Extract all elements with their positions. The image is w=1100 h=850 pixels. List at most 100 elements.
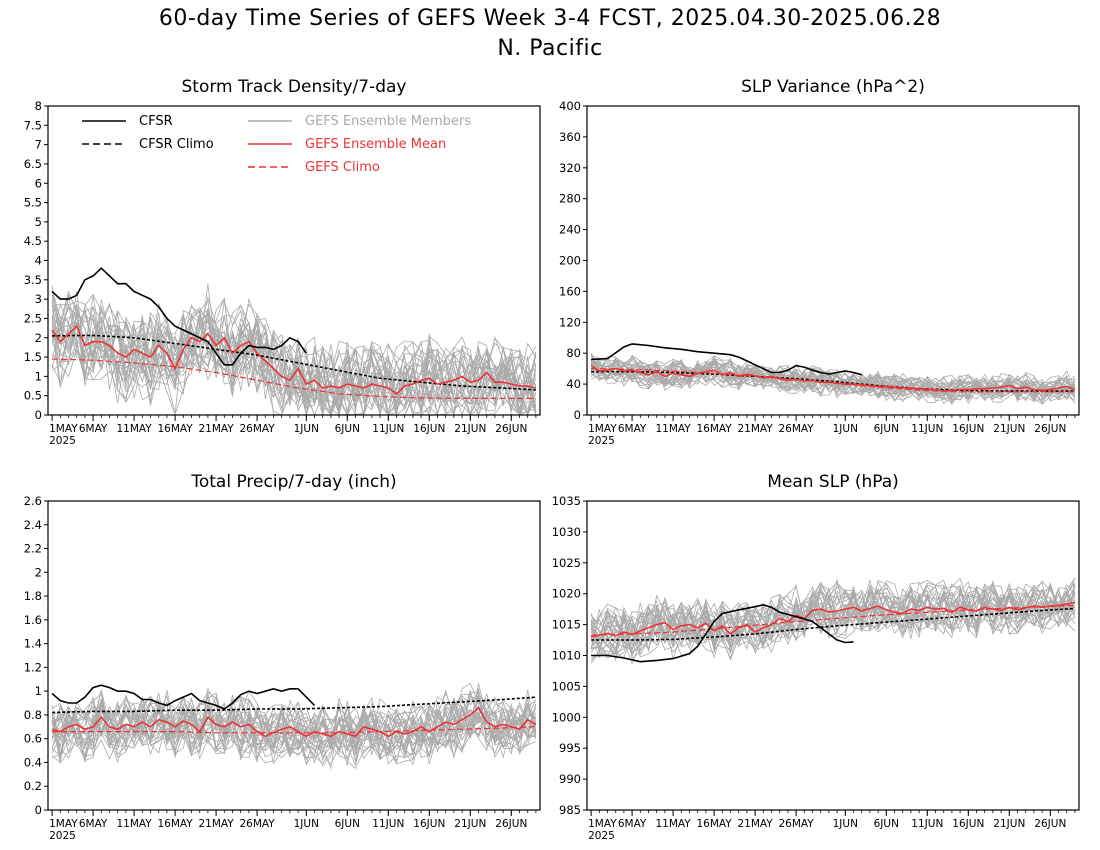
legend-gefs-climo-label: GEFS Climo xyxy=(305,160,380,175)
x-tick-label: 26JUN xyxy=(495,818,527,830)
ensemble-member-line xyxy=(590,358,1076,399)
ensemble-member-line xyxy=(590,579,1076,638)
panel-title: Mean SLP (hPa) xyxy=(767,472,899,492)
x-tick-label: 21JUN xyxy=(993,423,1025,435)
x-tick-label: 16MAY xyxy=(696,818,732,830)
ensemble-member-line xyxy=(590,359,1076,398)
x-tick-label: 21MAY xyxy=(737,818,773,830)
y-tick-label: 280 xyxy=(559,192,581,206)
x-tick-label: 16JUN xyxy=(952,423,984,435)
x-tick-label: 11MAY xyxy=(116,423,152,435)
y-tick-label: 7.5 xyxy=(24,118,42,132)
y-tick-label: 1.2 xyxy=(24,660,42,674)
y-tick-label: 985 xyxy=(559,803,581,817)
y-tick-label: 0.6 xyxy=(24,732,42,746)
ensemble-member-line xyxy=(51,300,537,415)
chart-main-title: 60-day Time Series of GEFS Week 3-4 FCST… xyxy=(0,4,1100,64)
y-tick-label: 2.4 xyxy=(24,518,42,532)
x-tick-label: 11JUN xyxy=(372,423,404,435)
x-tick-label: 26JUN xyxy=(1034,423,1066,435)
x-tick-label: 1JUN xyxy=(833,423,858,435)
x-tick-label: 11MAY xyxy=(116,818,152,830)
ensemble-member-line xyxy=(51,303,537,415)
x-tick-label: 6MAY xyxy=(79,818,108,830)
legend: CFSR CFSR Climo GEFS Ensemble Members GEFS … xyxy=(82,114,471,175)
y-tick-label: 5.5 xyxy=(24,196,42,210)
main-title-line1: 60-day Time Series of GEFS Week 3-4 FCST… xyxy=(158,6,942,31)
x-tick-label: 21JUN xyxy=(454,818,486,830)
series-gefs-ensemble-mean xyxy=(590,364,1076,392)
x-tick-label: 1JUN xyxy=(294,423,319,435)
y-tick-label: 1015 xyxy=(552,618,581,632)
x-tick-label: 11JUN xyxy=(911,423,943,435)
y-tick-label: 1025 xyxy=(552,556,581,570)
plot-frame xyxy=(47,500,541,811)
y-tick-label: 1 xyxy=(35,684,42,698)
y-tick-label: 2 xyxy=(35,331,42,345)
series-cfsr-climo xyxy=(52,696,536,714)
y-tick-label: 2.6 xyxy=(24,494,42,508)
x-tick-label: 1JUN xyxy=(833,818,858,830)
y-tick-label: 4 xyxy=(35,254,42,268)
x-tick-label: 26MAY xyxy=(239,818,275,830)
plot-area xyxy=(51,267,537,415)
ensemble-member-line xyxy=(51,305,537,415)
y-tick-label: 2.5 xyxy=(24,311,42,325)
y-tick-label: 80 xyxy=(566,346,581,360)
ensemble-member-line xyxy=(590,592,1076,659)
plot-area xyxy=(590,343,1076,406)
x-tick-label: 1MAY xyxy=(588,818,617,830)
x-tick-label: 16JUN xyxy=(413,818,445,830)
x-tick-label: 6MAY xyxy=(618,818,647,830)
x-tick-label: 11JUN xyxy=(911,818,943,830)
x-tick-label: 6MAY xyxy=(618,423,647,435)
y-tick-label: 1.8 xyxy=(24,589,42,603)
series-cfsr xyxy=(591,343,862,376)
ensemble-member-line xyxy=(51,702,537,770)
panel-2: SLP Variance (hPa^2) 0 40 80 120 160 200 240 280… xyxy=(559,77,1080,447)
y-tick-label: 2 xyxy=(35,565,42,579)
y-tick-label: 1005 xyxy=(552,679,581,693)
x-tick-label: 16MAY xyxy=(157,818,193,830)
y-tick-label: 240 xyxy=(559,223,581,237)
legend-ens-mean-label: GEFS Ensemble Mean xyxy=(305,137,446,152)
series-gefs-climo xyxy=(52,358,536,399)
y-tick-label: 0.4 xyxy=(24,755,42,769)
x-tick-label: 11MAY xyxy=(655,423,691,435)
x-tick-label: 21MAY xyxy=(198,423,234,435)
series-cfsr xyxy=(591,603,854,663)
ensemble-member-line xyxy=(590,586,1076,660)
y-tick-label: 6 xyxy=(35,176,42,190)
y-tick-label: 990 xyxy=(559,772,581,786)
x-tick-label: 21JUN xyxy=(993,818,1025,830)
y-tick-label: 8 xyxy=(35,99,42,113)
x-tick-label: 21JUN xyxy=(454,423,486,435)
ensemble-member-line xyxy=(51,302,537,415)
y-tick-label: 0.2 xyxy=(24,779,42,793)
x-tick-label: 6JUN xyxy=(874,423,899,435)
ensemble-member-line xyxy=(591,361,1076,401)
y-tick-label: 6.5 xyxy=(24,157,42,171)
ensemble-member-line xyxy=(590,357,1076,399)
series-gefs-climo xyxy=(591,604,1075,636)
y-tick-label: 995 xyxy=(559,741,581,755)
series-cfsr-climo xyxy=(591,607,1075,641)
y-tick-label: 3 xyxy=(35,292,42,306)
y-tick-label: 0 xyxy=(35,803,42,817)
x-tick-label: 16JUN xyxy=(952,818,984,830)
series-gefs-climo xyxy=(52,726,536,734)
series-cfsr xyxy=(51,684,316,710)
main-title-line2: N. Pacific xyxy=(497,36,603,61)
x-tick-label: 26JUN xyxy=(495,423,527,435)
plot-area xyxy=(51,682,537,770)
y-tick-label: 1.4 xyxy=(24,637,42,651)
y-tick-label: 7 xyxy=(35,138,42,152)
y-tick-label: 4.5 xyxy=(24,234,42,248)
x-tick-label: 26MAY xyxy=(239,423,275,435)
ensemble-member-line xyxy=(590,588,1076,659)
ensemble-member-line xyxy=(590,358,1076,398)
y-tick-label: 0 xyxy=(574,408,581,422)
x-tick-label: 11JUN xyxy=(372,818,404,830)
y-tick-label: 400 xyxy=(559,99,581,113)
series-gefs-ensemble-mean xyxy=(51,324,537,395)
